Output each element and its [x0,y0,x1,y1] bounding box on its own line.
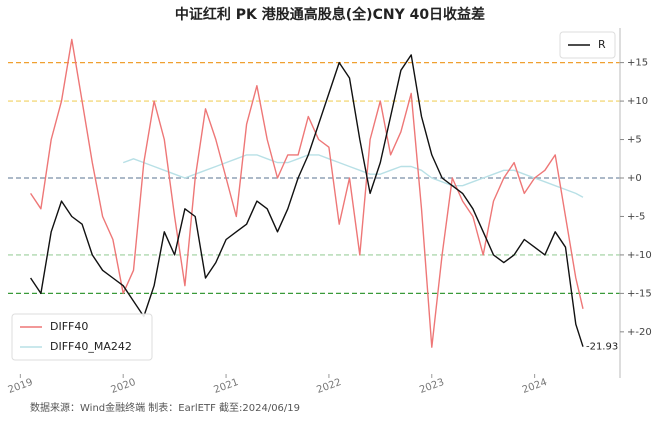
y-tick-label: +-15 [627,288,652,299]
value-label: -21.93 [586,342,618,353]
x-tick-label: 2023 [418,377,446,396]
x-tick-label: 2019 [7,377,35,396]
chart-title: 中证红利 PK 港股通高股息(全)CNY 40日收益差 [175,6,485,23]
y-tick-label: +-20 [627,327,652,338]
x-tick-label: 2020 [110,377,138,396]
y-tick-label: +10 [627,96,648,107]
x-tick-label: 2022 [315,377,343,396]
legend-label: DIFF40 [50,320,88,333]
source-note: 数据来源：Wind金融终端 制表：EarlETF 截至:2024/06/19 [30,401,300,414]
y-tick-label: +-5 [627,211,645,222]
y-tick-label: +-10 [627,250,652,261]
series-line [30,38,584,348]
x-tick-label: 2024 [521,377,549,396]
y-tick-label: +5 [627,135,642,146]
x-tick-label: 2021 [212,377,240,396]
legend-label: R [598,38,606,51]
y-tick-label: +15 [627,58,648,69]
series-line [122,154,584,198]
legend-box [11,313,153,361]
legend-label: DIFF40_MA242 [50,340,132,353]
series-line [30,54,584,347]
y-tick-label: +0 [627,173,642,184]
